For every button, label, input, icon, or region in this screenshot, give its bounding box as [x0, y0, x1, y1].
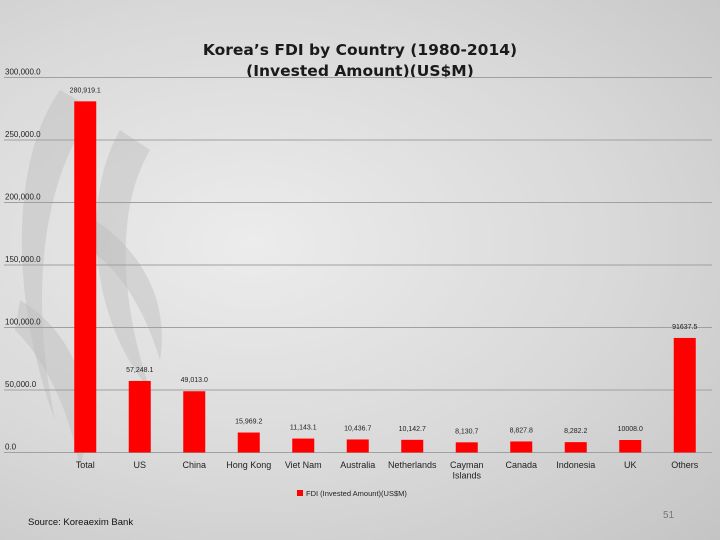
data-labels: 280,919.1 57,248.1 49,013.0 15,969.2 11,143.…	[70, 87, 698, 435]
data-label: 8,130.7	[455, 428, 478, 435]
bar	[183, 391, 206, 453]
x-tick-label: Canada	[505, 460, 537, 470]
bar	[292, 438, 315, 453]
source-note: Source: Koreaexim Bank	[28, 517, 134, 528]
data-label: 57,248.1	[126, 367, 153, 374]
x-tick-label: Islands	[452, 471, 481, 481]
y-tick-label: 250,000.0	[5, 130, 41, 139]
y-tick-label: 300,000.0	[5, 68, 41, 77]
background-ornament	[15, 90, 162, 470]
bars	[74, 101, 696, 453]
x-tick-label: Others	[671, 460, 699, 470]
x-tick-label: Hong Kong	[226, 460, 271, 470]
x-tick-label: UK	[624, 460, 637, 470]
bar	[401, 439, 424, 453]
bar	[510, 441, 533, 453]
x-tick-label: Viet Nam	[285, 460, 322, 470]
data-label: 10008.0	[618, 426, 643, 433]
y-axis-ticks: 0.0 50,000.0 100,000.0 150,000.0 200,000.0 25…	[5, 68, 41, 452]
data-label: 8,282.2	[564, 428, 587, 435]
bar	[237, 432, 260, 453]
gridlines	[4, 77, 712, 453]
ornament-swirl	[96, 130, 150, 390]
data-label: 91637.5	[672, 324, 697, 331]
bar	[346, 439, 369, 453]
legend: FDI (Invested Amount)(US$M)	[297, 489, 407, 498]
bar	[673, 337, 696, 453]
data-label: 49,013.0	[181, 377, 208, 384]
data-label: 10,142.7	[399, 426, 426, 433]
x-tick-label: Total	[76, 460, 95, 470]
x-tick-label: Indonesia	[556, 460, 595, 470]
y-tick-label: 150,000.0	[5, 255, 41, 264]
data-label: 8,827.8	[510, 427, 533, 434]
y-tick-label: 0.0	[5, 443, 17, 452]
x-tick-label: China	[182, 460, 206, 470]
x-axis-labels: Total US China Hong Kong Viet Nam Australia Ne…	[76, 460, 699, 481]
bar	[74, 101, 97, 453]
y-tick-label: 200,000.0	[5, 193, 41, 202]
page-number: 51	[663, 510, 675, 521]
chart-title-line-1: Korea’s FDI by Country (1980-2014)	[202, 41, 518, 59]
bar	[564, 442, 587, 453]
data-label: 11,143.1	[290, 425, 317, 432]
bar	[128, 380, 151, 453]
x-tick-label: Cayman	[450, 460, 484, 470]
legend-label: FDI (Invested Amount)(US$M)	[306, 489, 407, 498]
x-tick-label: Australia	[340, 460, 375, 470]
ornament-swirl	[90, 220, 162, 360]
x-tick-label: US	[133, 460, 146, 470]
data-label: 280,919.1	[70, 87, 101, 94]
data-label: 10,436.7	[344, 425, 371, 432]
bar	[619, 439, 642, 453]
x-tick-label: Netherlands	[388, 460, 437, 470]
ornament-swirl	[21, 90, 96, 420]
y-tick-label: 100,000.0	[5, 318, 41, 327]
y-tick-label: 50,000.0	[5, 380, 37, 389]
data-label: 15,969.2	[235, 419, 262, 426]
bar	[455, 442, 478, 453]
legend-swatch	[297, 490, 303, 496]
chart-title-line-2: (Invested Amount)(US$M)	[246, 62, 474, 80]
ornament-swirl	[15, 300, 87, 470]
